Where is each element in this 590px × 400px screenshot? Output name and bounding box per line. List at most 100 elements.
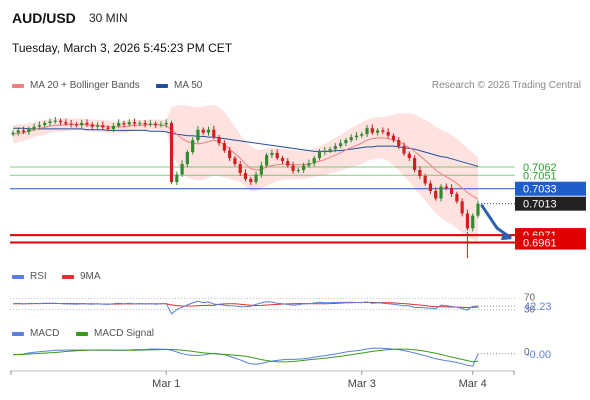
candle-body bbox=[275, 152, 279, 159]
candle-body bbox=[233, 158, 237, 165]
candle-body bbox=[259, 165, 263, 175]
candle-body bbox=[185, 152, 189, 165]
rsi-line bbox=[12, 300, 478, 315]
candle-body bbox=[270, 152, 274, 156]
candle-body bbox=[138, 122, 142, 124]
macd-signal-line bbox=[12, 348, 479, 363]
candle-body bbox=[43, 122, 47, 126]
ma20-swatch bbox=[12, 83, 24, 88]
candle-body bbox=[312, 158, 316, 164]
candle-body bbox=[48, 121, 52, 123]
candle-body bbox=[386, 131, 390, 136]
legend-macd-label: MACD bbox=[30, 328, 60, 339]
macd-signal-swatch bbox=[76, 331, 88, 336]
candle-body bbox=[370, 128, 374, 133]
candle-body bbox=[196, 129, 200, 141]
candle-body bbox=[307, 163, 311, 166]
rsi-level-30-label: 30 bbox=[524, 305, 536, 316]
candle-body bbox=[328, 149, 332, 151]
x-axis-tick-label: Mar 3 bbox=[348, 378, 376, 390]
x-axis-tick-label: Mar 1 bbox=[152, 378, 180, 390]
candle-body bbox=[191, 140, 195, 153]
candle-body bbox=[280, 158, 285, 162]
x-axis-tick-label: Mar 4 bbox=[459, 378, 487, 390]
candle-body bbox=[106, 127, 110, 129]
candle-body bbox=[344, 140, 348, 144]
timeframe-label: 30 MIN bbox=[89, 11, 128, 25]
candle-body bbox=[296, 170, 300, 172]
candle-body bbox=[434, 190, 438, 199]
legend-ma20-label: MA 20 + Bollinger Bands bbox=[30, 80, 140, 91]
candle-body bbox=[365, 128, 369, 135]
candle-body bbox=[32, 126, 36, 129]
pivot-price-tag-box bbox=[515, 181, 586, 196]
candle-body bbox=[376, 130, 380, 133]
candle-body bbox=[465, 213, 470, 229]
legend-macd-signal: MACD Signal bbox=[76, 328, 154, 339]
datetime-label: Tuesday, March 3, 2026 5:45:23 PM CET bbox=[12, 41, 233, 55]
candle-body bbox=[206, 129, 211, 133]
legend-ma20-bb: MA 20 + Bollinger Bands bbox=[12, 80, 140, 91]
candle-body bbox=[444, 186, 448, 188]
candle-body bbox=[143, 122, 147, 125]
candle-body bbox=[132, 122, 137, 124]
legend-rsi: RSI bbox=[12, 271, 47, 282]
candle-body bbox=[323, 150, 327, 153]
legend-ma50: MA 50 bbox=[156, 80, 202, 91]
candle-body bbox=[212, 129, 216, 138]
pivot-price-tag-text: 0.7033 bbox=[523, 184, 557, 196]
candle-body bbox=[217, 137, 221, 144]
candle-body bbox=[180, 164, 184, 175]
candle-body bbox=[154, 123, 158, 126]
legend-macd-signal-label: MACD Signal bbox=[94, 328, 155, 339]
candle-body bbox=[471, 215, 475, 229]
candle-body bbox=[53, 120, 57, 122]
candle-body bbox=[175, 174, 179, 183]
support-2-price-tag-text: 0.6961 bbox=[523, 238, 557, 250]
candle-body bbox=[302, 165, 306, 171]
candle-body bbox=[148, 123, 152, 125]
candle-body bbox=[265, 155, 269, 166]
legend-ma50-label: MA 50 bbox=[174, 80, 203, 91]
legend-macd: MACD bbox=[12, 328, 59, 339]
legend-rsi-ma-label: 9MA bbox=[80, 271, 101, 282]
legend-rsi-ma: 9MA bbox=[62, 271, 101, 282]
candle-body bbox=[460, 201, 464, 214]
candle-body bbox=[428, 183, 433, 191]
candle-body bbox=[74, 124, 79, 126]
candle-body bbox=[455, 193, 459, 202]
candle-body bbox=[164, 122, 168, 125]
candle-body bbox=[243, 173, 248, 180]
candle-body bbox=[407, 153, 411, 159]
candle-body bbox=[69, 123, 73, 125]
candle-body bbox=[317, 152, 322, 159]
candle-body bbox=[64, 122, 68, 124]
candle-body bbox=[101, 125, 105, 128]
candle-body bbox=[360, 134, 364, 136]
candle-body bbox=[238, 164, 242, 174]
ma50-line bbox=[13, 127, 479, 167]
candle-body bbox=[21, 130, 26, 132]
ma20-line bbox=[12, 123, 479, 200]
candle-body bbox=[85, 122, 89, 125]
research-credit: Research © 2026 Trading Central bbox=[431, 80, 581, 91]
candle-body bbox=[122, 122, 126, 125]
rsi-level-70-label: 70 bbox=[524, 292, 536, 303]
candle-body bbox=[127, 122, 131, 125]
candle-body bbox=[439, 186, 443, 199]
candle-body bbox=[412, 158, 417, 171]
candle-body bbox=[58, 120, 63, 123]
legend-rsi-label: RSI bbox=[30, 271, 47, 282]
candle-body bbox=[354, 135, 359, 138]
macd-current-label: -0.00 bbox=[526, 349, 551, 361]
symbol-title: AUD/USD bbox=[12, 10, 76, 26]
support-2-price-tag-box bbox=[515, 235, 586, 250]
rsi-swatch bbox=[12, 274, 24, 279]
candle-body bbox=[291, 165, 295, 171]
macd-swatch bbox=[12, 331, 24, 336]
forecast-arrowhead bbox=[501, 231, 512, 241]
candle-body bbox=[286, 161, 290, 166]
candle-body bbox=[249, 179, 253, 183]
candle-body bbox=[333, 146, 337, 150]
